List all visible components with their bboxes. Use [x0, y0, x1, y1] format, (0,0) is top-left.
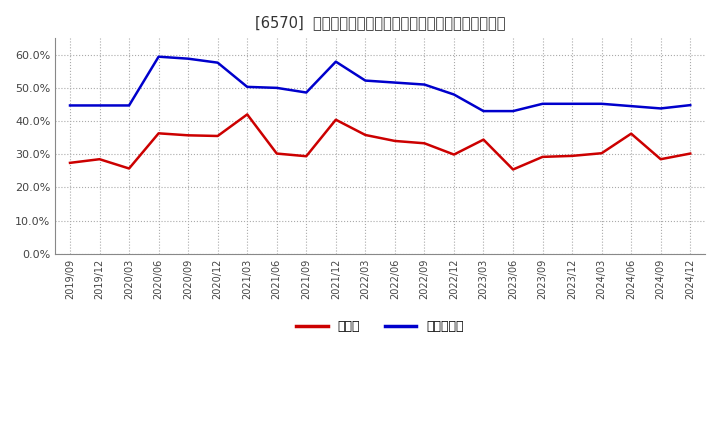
Legend: 現須金, 有利子負債: 現須金, 有利子負債	[292, 315, 469, 338]
Title: [6570]  現須金、有利子負債の総資産に対する比率の推移: [6570] 現須金、有利子負債の総資産に対する比率の推移	[255, 15, 505, 30]
